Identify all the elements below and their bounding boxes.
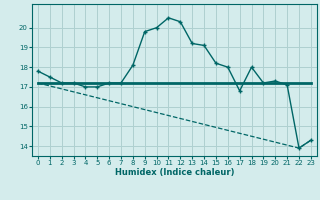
X-axis label: Humidex (Indice chaleur): Humidex (Indice chaleur) (115, 168, 234, 177)
